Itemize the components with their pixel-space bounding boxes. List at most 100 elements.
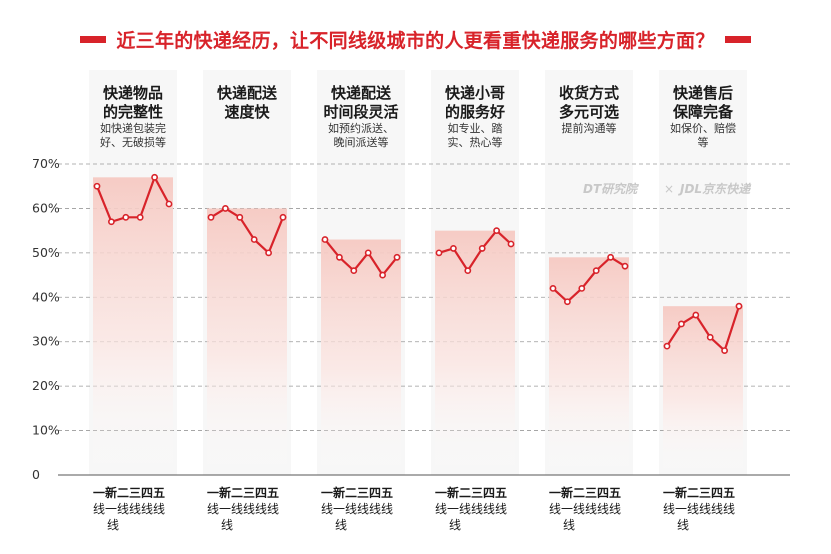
x-tier-labels-last: 线	[221, 518, 233, 532]
category-title: 快递配送	[217, 84, 278, 102]
data-point	[663, 342, 671, 350]
series-line	[324, 238, 398, 277]
series-band	[435, 230, 515, 475]
category-subtitle: 如预约派送、	[328, 121, 394, 135]
data-point	[379, 271, 386, 279]
data-point	[108, 218, 115, 226]
title-right-dash	[724, 35, 751, 43]
series-band	[93, 177, 173, 476]
data-point	[449, 245, 457, 252]
x-tier-labels-last: 线	[563, 518, 575, 532]
category-subtitle: 晚间派送等	[334, 135, 389, 149]
category-subtitle: 如专业、踏	[448, 121, 503, 135]
watermark-separator: ×	[664, 182, 674, 196]
category-subtitle: 实、热心等	[448, 135, 503, 149]
y-tick-label: 0	[32, 467, 40, 482]
x-tier-labels-top: 一新二三四五	[435, 485, 507, 500]
data-point	[207, 213, 215, 221]
series-line	[95, 176, 170, 223]
y-tick-label: 70%	[32, 156, 60, 171]
series-lines-layer	[93, 173, 743, 354]
category-title: 速度快	[224, 103, 270, 121]
category-title: 快递售后	[673, 84, 733, 102]
x-tier-labels-last: 线	[449, 518, 461, 532]
series-band	[321, 239, 401, 475]
group-background-layer	[89, 70, 747, 475]
data-point	[136, 213, 144, 221]
x-tier-labels-bottom: 线一线线线线	[549, 502, 621, 516]
title-left-dash	[80, 35, 107, 43]
category-title: 收货方式	[559, 84, 619, 102]
data-point	[435, 249, 443, 257]
y-tick-label: 20%	[32, 378, 60, 393]
x-tier-labels-top: 一新二三四五	[663, 485, 735, 500]
data-point	[478, 245, 486, 252]
category-title: 快递小哥	[445, 84, 505, 102]
x-tier-labels-top: 一新二三四五	[93, 485, 165, 500]
x-tier-labels-bottom: 线一线线线线	[435, 502, 507, 516]
data-point	[221, 205, 229, 212]
x-tier-labels-top: 一新二三四五	[207, 485, 279, 500]
data-point	[592, 267, 600, 275]
x-tier-labels-last: 线	[677, 518, 689, 532]
y-tick-label: 10%	[32, 423, 60, 438]
data-point	[706, 333, 714, 341]
data-point	[321, 236, 329, 243]
data-point	[236, 213, 244, 221]
labels-layer: 0 10% 20% 30% 40% 50% 60% 70% 快递物品的完整性如快递包装完好、无破…	[32, 84, 736, 532]
category-title: 保障完备	[672, 103, 734, 121]
x-tier-labels-bottom: 线一线线线线	[207, 502, 279, 516]
x-tier-labels-bottom: 线一线线线线	[321, 502, 393, 516]
data-point	[621, 262, 629, 270]
category-title: 多元可选	[559, 103, 619, 121]
category-subtitle: 提前沟通等	[562, 121, 617, 135]
data-point	[250, 236, 258, 243]
y-tick-label: 30%	[32, 334, 60, 349]
data-point	[93, 182, 101, 190]
y-tick-label: 50%	[32, 245, 60, 260]
data-point	[578, 284, 586, 292]
category-subtitle: 等	[698, 135, 709, 149]
category-subtitle: 如快递包装完	[100, 121, 166, 135]
category-title: 快递配送	[331, 84, 392, 102]
data-point	[564, 298, 571, 306]
category-title: 时间段灵活	[323, 103, 398, 121]
y-tick-label: 60%	[32, 200, 60, 215]
category-title: 快递物品	[103, 84, 163, 102]
data-point	[549, 284, 557, 292]
y-tick-label: 40%	[32, 289, 60, 304]
category-title: 的完整性	[103, 103, 163, 121]
data-point	[364, 249, 372, 257]
chart-title-bar: 近三年的快递经历，让不同线级城市的人更看重快递服务的哪些方面？	[0, 22, 831, 56]
x-tier-labels-top: 一新二三四五	[321, 485, 393, 500]
x-tier-labels-bottom: 线一线线线线	[93, 502, 165, 516]
chart-title: 近三年的快递经历，让不同线级城市的人更看重快递服务的哪些方面？	[116, 29, 715, 52]
series-band	[207, 208, 287, 475]
data-point	[735, 302, 743, 310]
x-tier-labels-last: 线	[107, 518, 119, 532]
x-tier-labels-last: 线	[335, 518, 347, 532]
data-point	[464, 267, 472, 275]
data-point	[279, 213, 287, 221]
data-point	[165, 200, 173, 208]
data-point	[678, 320, 685, 328]
category-title: 的服务好	[445, 103, 505, 121]
data-point	[335, 253, 343, 261]
data-point	[265, 249, 272, 257]
category-subtitle: 好、无破损等	[100, 135, 166, 149]
series-line	[666, 305, 741, 352]
watermark-left: DT研究院	[583, 182, 639, 196]
data-point	[692, 311, 700, 319]
category-subtitle: 如保价、赔偿	[670, 121, 736, 135]
data-point	[122, 213, 130, 221]
data-point	[151, 173, 158, 181]
data-point	[721, 347, 728, 354]
data-point	[607, 253, 614, 261]
data-point	[393, 253, 401, 261]
x-tier-labels-top: 一新二三四五	[549, 485, 621, 500]
x-tier-labels-bottom: 线一线线线线	[663, 502, 735, 516]
band-layer	[93, 177, 743, 476]
watermark: DT研究院 × JDL京东快递	[583, 182, 752, 196]
watermark-right: JDL京东快递	[678, 182, 752, 196]
